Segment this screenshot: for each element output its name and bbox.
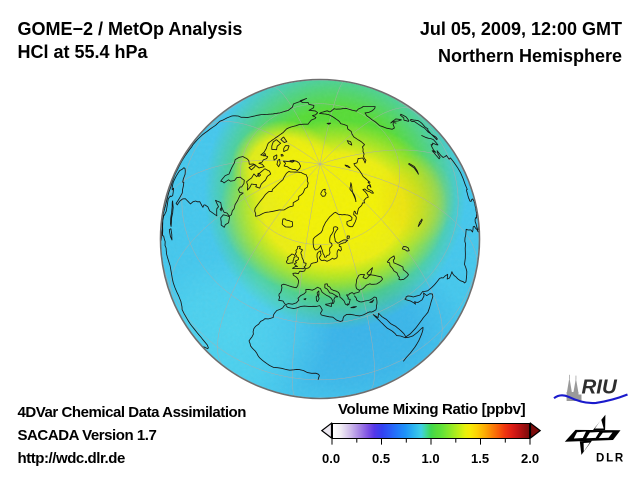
svg-text:DLR: DLR	[596, 453, 625, 465]
svg-text:RIU: RIU	[582, 376, 619, 399]
